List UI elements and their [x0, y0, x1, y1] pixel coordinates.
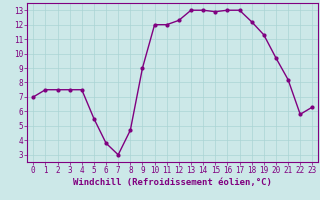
- X-axis label: Windchill (Refroidissement éolien,°C): Windchill (Refroidissement éolien,°C): [73, 178, 272, 187]
